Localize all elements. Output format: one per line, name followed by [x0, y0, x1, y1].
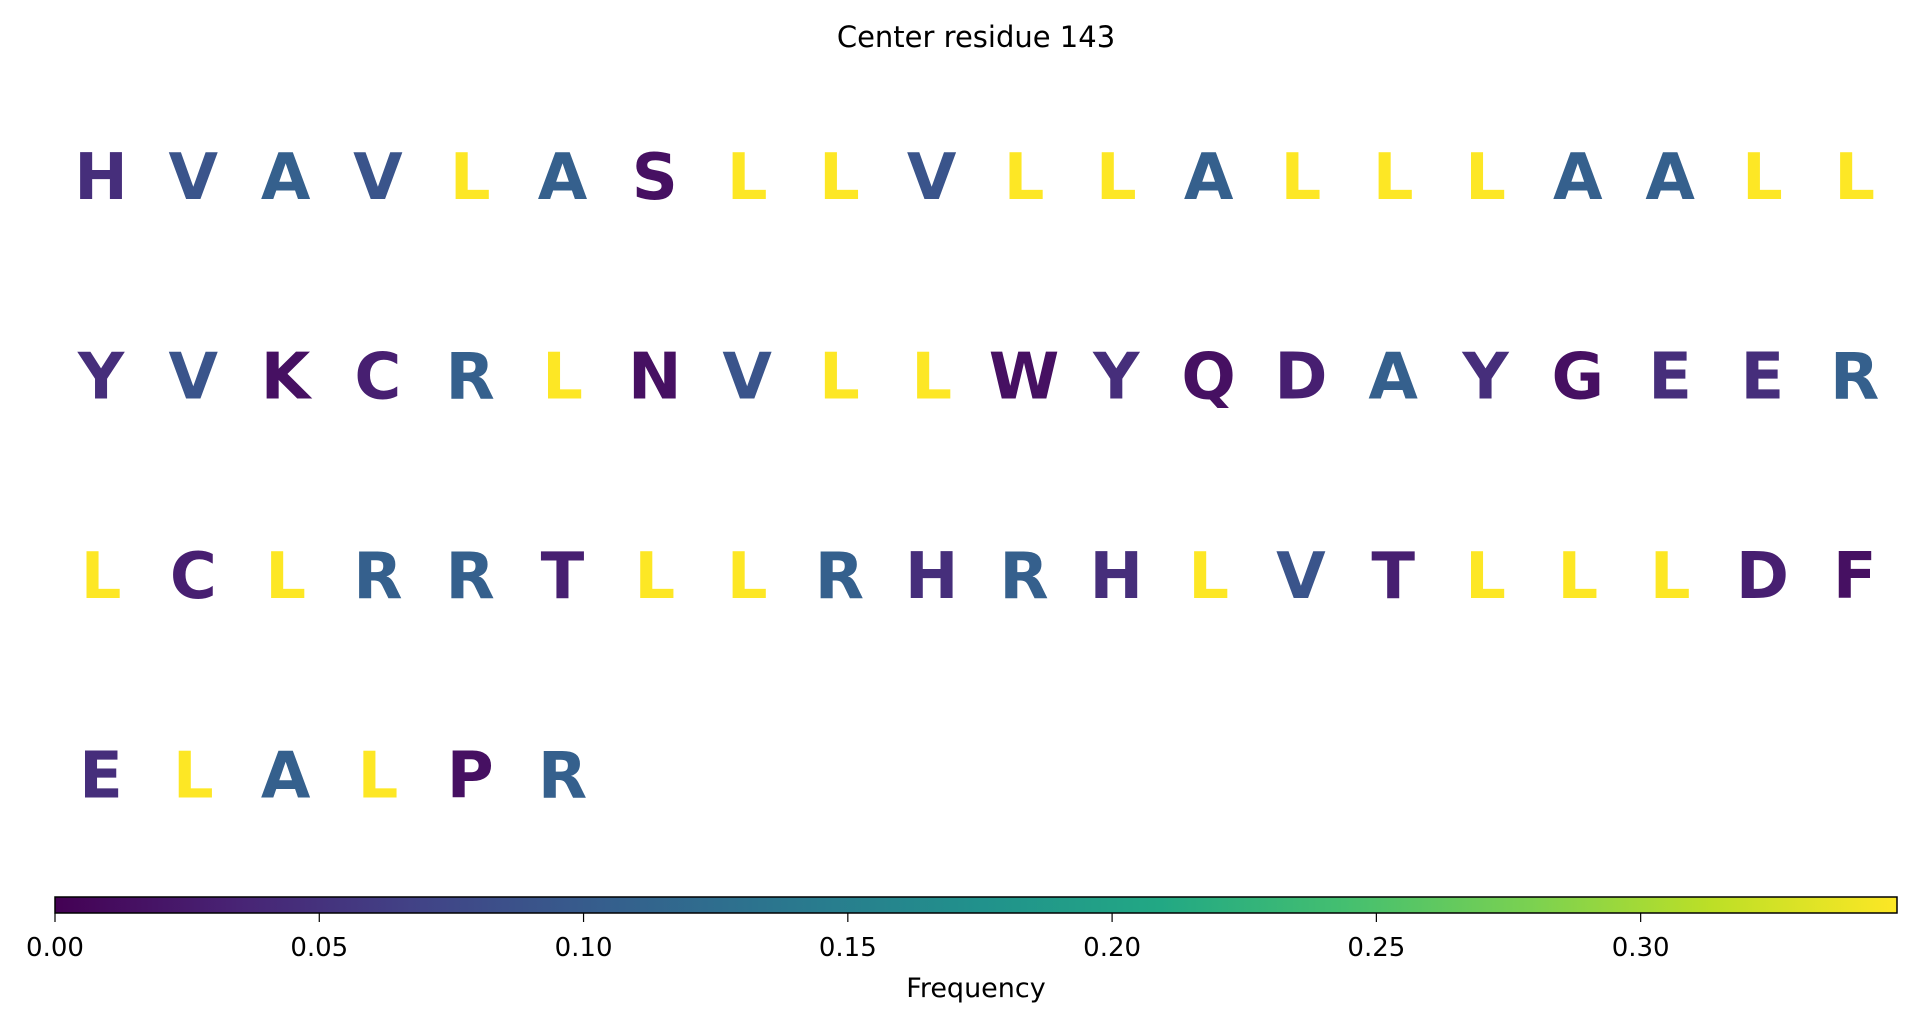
- residue-letter: L: [1188, 540, 1229, 614]
- residue-letter: E: [79, 740, 123, 814]
- colorbar-tick-label: 0.00: [26, 933, 84, 963]
- residue-letter: L: [265, 540, 306, 614]
- colorbar-tick-label: 0.15: [819, 933, 877, 963]
- residue-letter: V: [722, 341, 772, 415]
- residue-letter: A: [538, 141, 588, 215]
- residue-letter: C: [170, 540, 217, 614]
- residue-letter: V: [353, 141, 403, 215]
- residue-letter: E: [1648, 341, 1692, 415]
- chart-title: Center residue 143: [837, 20, 1115, 54]
- residue-letter: V: [1276, 540, 1326, 614]
- residue-letter: L: [1096, 141, 1137, 215]
- colorbar-tick-label: 0.05: [290, 933, 348, 963]
- residue-letter: E: [1741, 341, 1785, 415]
- residue-letter: Y: [77, 341, 125, 415]
- residue-letter: L: [173, 740, 214, 814]
- residue-letter: R: [353, 540, 402, 614]
- residue-letter: Y: [1461, 341, 1509, 415]
- colorbar-tick-label: 0.10: [555, 933, 613, 963]
- residue-letter: H: [74, 141, 128, 215]
- residue-letter: L: [358, 740, 399, 814]
- residue-letter: A: [1368, 341, 1418, 415]
- residue-letter: L: [911, 341, 952, 415]
- residue-letter: L: [819, 141, 860, 215]
- residue-letter: R: [815, 540, 864, 614]
- residue-letter: S: [632, 141, 678, 215]
- residue-letter: R: [1830, 341, 1879, 415]
- residue-letter: G: [1552, 341, 1605, 415]
- colorbar-tick-label: 0.25: [1347, 933, 1405, 963]
- residue-letter: L: [634, 540, 675, 614]
- residue-letter: A: [1645, 141, 1695, 215]
- residue-letter: W: [989, 341, 1060, 415]
- residue-letter: L: [1834, 141, 1875, 215]
- letter-grid: H V A V L A S L L V L L A L L L A A L LY V K C R L N V L L W Y Q D A Y G E E R…: [74, 141, 1879, 814]
- residue-letter: T: [1371, 540, 1415, 614]
- residue-letter: D: [1274, 341, 1327, 415]
- residue-letter: R: [446, 341, 495, 415]
- residue-letter: T: [541, 540, 585, 614]
- residue-letter: L: [819, 341, 860, 415]
- residue-letter: V: [169, 141, 219, 215]
- colorbar-label: Frequency: [906, 973, 1046, 1004]
- residue-letter: K: [261, 341, 313, 415]
- residue-letter: L: [1465, 540, 1506, 614]
- residue-letter: N: [628, 341, 682, 415]
- residue-letter: L: [1004, 141, 1045, 215]
- residue-letter: L: [1650, 540, 1691, 614]
- residue-letter: R: [538, 740, 587, 814]
- residue-letter: A: [1553, 141, 1603, 215]
- residue-letter: D: [1736, 540, 1789, 614]
- residue-letter: L: [1373, 141, 1414, 215]
- residue-letter: L: [81, 540, 122, 614]
- residue-letter: L: [1742, 141, 1783, 215]
- residue-letter: L: [1465, 141, 1506, 215]
- residue-letter: L: [1281, 141, 1322, 215]
- colorbar-gradient: [54, 896, 1898, 914]
- residue-letter: A: [1184, 141, 1234, 215]
- residue-letter: H: [905, 540, 959, 614]
- residue-letter: Y: [1092, 341, 1140, 415]
- colorbar-tick-label: 0.30: [1612, 933, 1670, 963]
- residue-letter: A: [261, 740, 311, 814]
- residue-letter: H: [1090, 540, 1144, 614]
- residue-letter: V: [169, 341, 219, 415]
- residue-letter: R: [446, 540, 495, 614]
- residue-letter: Q: [1181, 341, 1235, 415]
- residue-letter: L: [727, 540, 768, 614]
- colorbar-tick-label: 0.20: [1083, 933, 1141, 963]
- residue-letter: P: [447, 740, 494, 814]
- residue-letter: A: [261, 141, 311, 215]
- residue-letter: L: [542, 341, 583, 415]
- colorbar: 0.00 0.05 0.10 0.15 0.20 0.25 0.30 Frequency: [26, 896, 1898, 1004]
- residue-letter: V: [907, 141, 957, 215]
- residue-letter: C: [354, 341, 401, 415]
- residue-letter: F: [1833, 540, 1877, 614]
- residue-letter: L: [727, 141, 768, 215]
- residue-letter: L: [1557, 540, 1598, 614]
- residue-letter: L: [450, 141, 491, 215]
- residue-letter: R: [999, 540, 1048, 614]
